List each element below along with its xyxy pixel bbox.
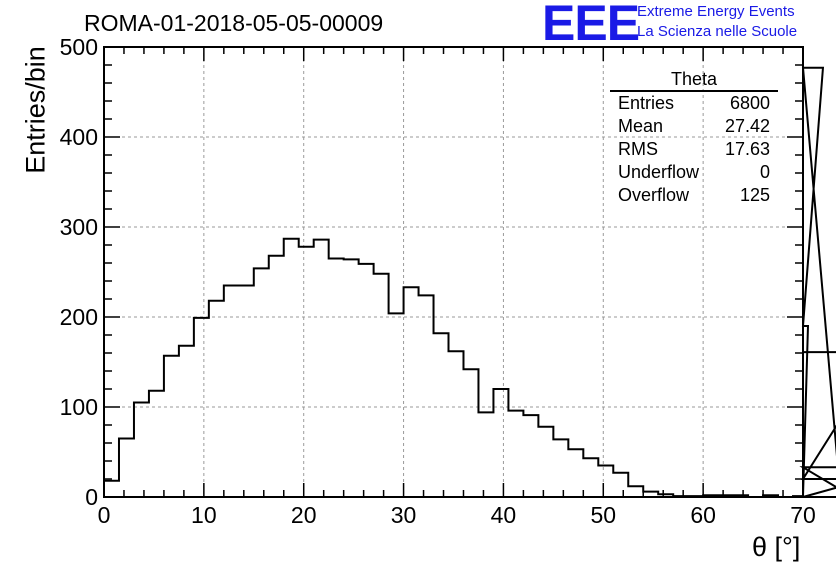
eee-logo: EEE (542, 0, 640, 51)
y-tick-label: 200 (60, 304, 98, 330)
plot-frame (103, 46, 804, 498)
stats-row: RMS 17.63 (610, 138, 778, 161)
grid-lines (104, 47, 803, 497)
stats-value: 17.63 (724, 139, 770, 159)
stats-label: RMS (618, 139, 658, 159)
run-title: ROMA-01-2018-05-05-00009 (84, 10, 384, 36)
y-tick-label: 400 (60, 124, 98, 150)
stats-row: Entries 6800 (610, 92, 778, 115)
y-tick-label: 300 (60, 214, 98, 240)
x-tick-label: 20 (291, 502, 317, 528)
x-axis-label: θ [°] (752, 532, 801, 562)
stats-value: 6800 (729, 93, 770, 113)
y-tick-label: 500 (60, 34, 98, 60)
axis-ticks (103, 46, 804, 498)
stats-title: Theta (610, 68, 778, 92)
stats-value: 0 (759, 162, 770, 182)
stats-label: Overflow (618, 185, 690, 205)
stats-value: 27.42 (724, 116, 770, 136)
stats-label: Entries (618, 93, 675, 113)
tick-labels: 0 10 20 30 40 50 60 70 0 100 200 300 400 500 (60, 34, 816, 528)
x-tick-label: 50 (590, 502, 616, 528)
x-tick-label: 40 (491, 502, 517, 528)
logo-line-2: La Scienza nelle Scuole (637, 23, 798, 40)
stats-label: Underflow (618, 162, 700, 182)
x-tick-label: 70 (790, 502, 816, 528)
y-tick-label: 0 (85, 484, 98, 510)
stats-box: Theta Entries 6800 Mean 27.42 RMS 17.63 Und… (610, 68, 778, 207)
stats-row: Mean 27.42 (610, 115, 778, 138)
x-tick-label: 30 (391, 502, 417, 528)
x-tick-label: 10 (191, 502, 217, 528)
x-tick-label: 60 (690, 502, 716, 528)
histogram-series (103, 66, 836, 498)
logo-line-1: Extreme Energy Events (637, 3, 795, 20)
x-tick-label: 0 (98, 502, 111, 528)
stats-label: Mean (618, 116, 664, 136)
y-axis-label: Entries/bin (20, 46, 51, 174)
y-tick-label: 100 (60, 394, 98, 420)
stats-value: 125 (739, 185, 770, 205)
stats-row: Overflow 125 (610, 184, 778, 207)
stats-row: Underflow 0 (610, 161, 778, 184)
